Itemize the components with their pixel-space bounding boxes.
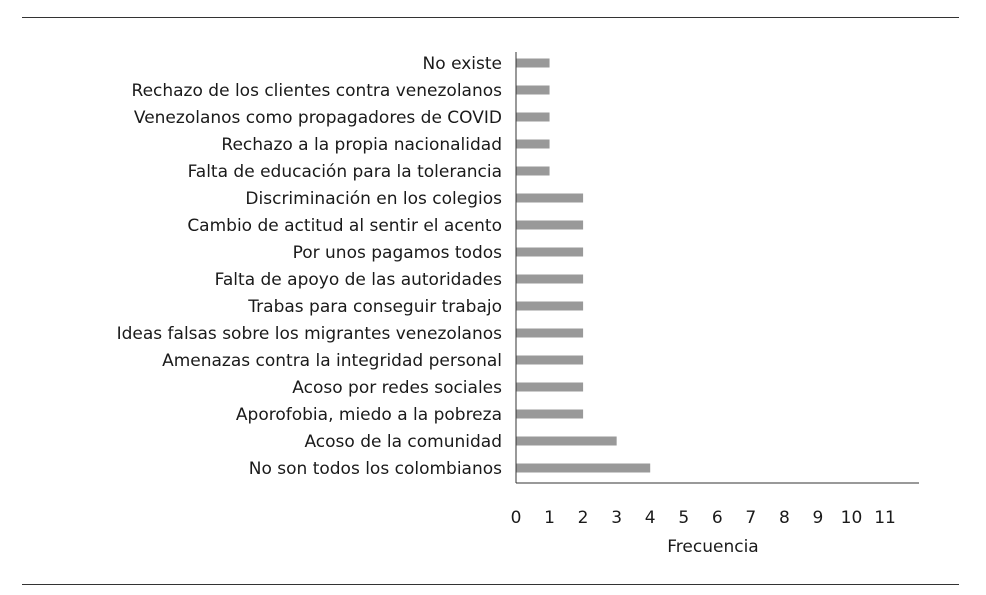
x-tick-label-7: 7 xyxy=(745,508,756,528)
category-label-trabas-para-conseguir-trabajo: Trabas para conseguir trabajo xyxy=(247,297,502,317)
category-label-cambio-de-actitud-al-sentir-el-acento: Cambio de actitud al sentir el acento xyxy=(187,216,502,236)
x-tick-label-0: 0 xyxy=(511,508,522,528)
bottom-rule xyxy=(22,584,959,585)
x-tick-label-9: 9 xyxy=(813,508,824,528)
bar-falta-de-educacion-para-la-tolerancia xyxy=(516,166,550,176)
category-label-no-existe: No existe xyxy=(423,54,502,74)
x-tick-label-10: 10 xyxy=(841,508,863,528)
bar-venezolanos-como-propagadores-de-covid xyxy=(516,112,550,122)
bar-rechazo-a-la-propia-nacionalidad xyxy=(516,139,550,149)
bar-acoso-de-la-comunidad xyxy=(516,436,617,446)
x-tick-label-2: 2 xyxy=(578,508,589,528)
x-tick-label-4: 4 xyxy=(645,508,656,528)
bar-amenazas-contra-la-integridad-personal xyxy=(516,355,584,365)
bar-por-unos-pagamos-todos xyxy=(516,247,584,257)
bars-group xyxy=(516,58,651,473)
bar-aporofobia-miedo-a-la-pobreza xyxy=(516,409,584,419)
bar-rechazo-de-los-clientes-contra-venezolanos xyxy=(516,85,550,95)
x-axis-title: Frecuencia xyxy=(667,537,758,557)
x-tick-label-1: 1 xyxy=(544,508,555,528)
category-labels: No existe Rechazo de los clientes contra … xyxy=(117,54,503,479)
category-label-ideas-falsas-sobre-los-migrantes-venezolanos: Ideas falsas sobre los migrantes venezol… xyxy=(117,324,503,344)
category-label-no-son-todos-los-colombianos: No son todos los colombianos xyxy=(249,459,502,479)
bar-no-existe xyxy=(516,58,550,68)
bar-ideas-falsas-sobre-los-migrantes-venezolanos xyxy=(516,328,584,338)
x-tick-label-8: 8 xyxy=(779,508,790,528)
top-rule xyxy=(22,17,959,18)
category-label-discriminacion-en-los-colegios: Discriminación en los colegios xyxy=(245,189,502,209)
x-tick-label-3: 3 xyxy=(611,508,622,528)
bar-falta-de-apoyo-de-las-autoridades xyxy=(516,274,584,284)
category-label-falta-de-apoyo-de-las-autoridades: Falta de apoyo de las autoridades xyxy=(215,270,502,290)
bar-no-son-todos-los-colombianos xyxy=(516,463,651,473)
category-label-amenazas-contra-la-integridad-personal: Amenazas contra la integridad personal xyxy=(162,351,502,371)
x-tick-labels: 0 1 2 3 4 5 6 7 8 9 10 11 xyxy=(511,508,896,528)
category-label-falta-de-educacion-para-la-tolerancia: Falta de educación para la tolerancia xyxy=(188,162,502,182)
bar-discriminacion-en-los-colegios xyxy=(516,193,584,203)
category-label-por-unos-pagamos-todos: Por unos pagamos todos xyxy=(293,243,503,263)
bar-trabas-para-conseguir-trabajo xyxy=(516,301,584,311)
category-label-rechazo-a-la-propia-nacionalidad: Rechazo a la propia nacionalidad xyxy=(221,135,502,155)
bar-cambio-de-actitud-al-sentir-el-acento xyxy=(516,220,584,230)
x-tick-label-5: 5 xyxy=(678,508,689,528)
bar-acoso-por-redes-sociales xyxy=(516,382,584,392)
category-label-acoso-de-la-comunidad: Acoso de la comunidad xyxy=(304,432,502,452)
category-label-venezolanos-como-propagadores-de-covid: Venezolanos como propagadores de COVID xyxy=(134,108,502,128)
category-label-rechazo-de-los-clientes-contra-venezolanos: Rechazo de los clientes contra venezolan… xyxy=(132,81,503,101)
category-label-aporofobia-miedo-a-la-pobreza: Aporofobia, miedo a la pobreza xyxy=(236,405,502,425)
x-tick-label-6: 6 xyxy=(712,508,723,528)
x-tick-label-11: 11 xyxy=(874,508,896,528)
category-label-acoso-por-redes-sociales: Acoso por redes sociales xyxy=(292,378,502,398)
